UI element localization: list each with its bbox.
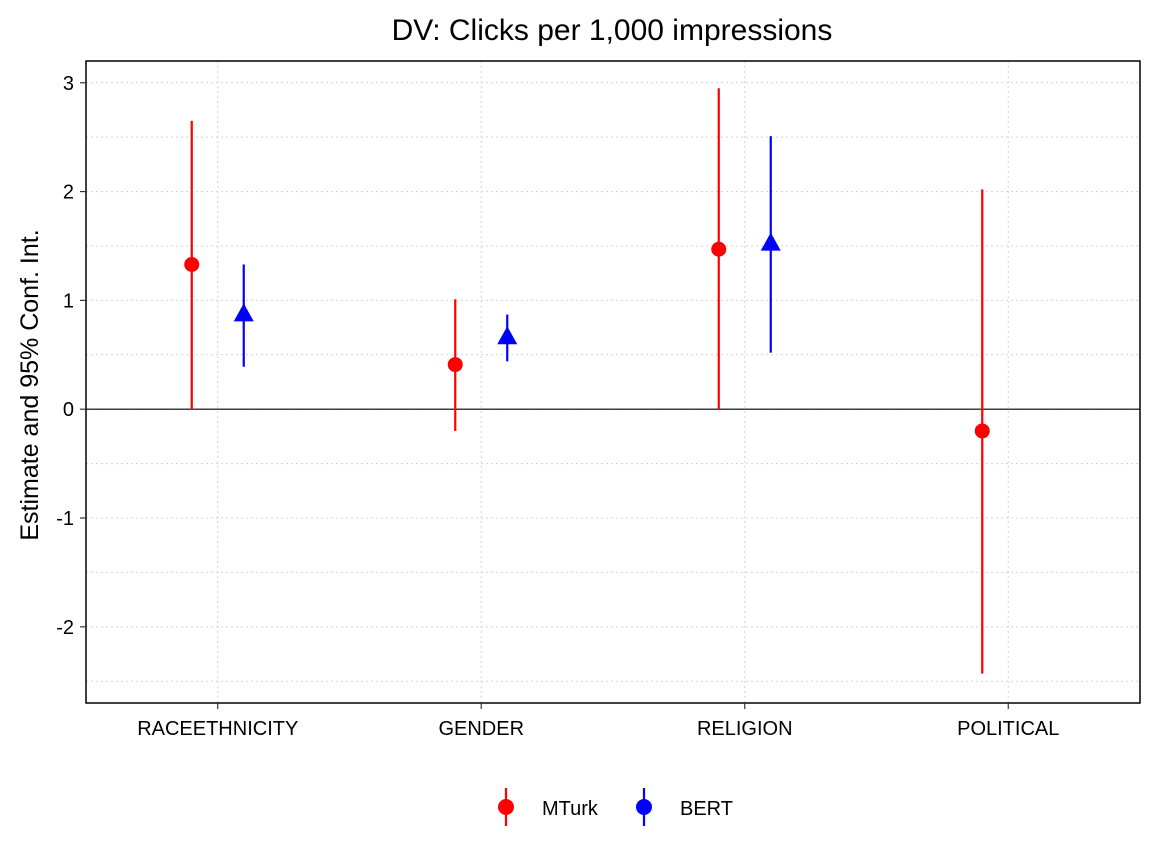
legend-label: BERT xyxy=(680,798,733,820)
estimate-marker xyxy=(233,303,254,322)
estimate-marker xyxy=(760,232,781,251)
estimate-marker xyxy=(497,326,518,345)
y-tick-label: 2 xyxy=(63,182,74,204)
y-tick-label: 0 xyxy=(63,399,74,421)
y-tick-label: -1 xyxy=(56,508,74,530)
x-tick-label: RACEETHNICITY xyxy=(137,718,298,740)
y-tick-label: -2 xyxy=(56,617,74,639)
grid-layer xyxy=(86,61,1140,703)
point-bert-raceethnicity xyxy=(233,264,254,367)
legend-label: MTurk xyxy=(542,798,599,820)
y-axis-label: Estimate and 95% Conf. Int. xyxy=(16,229,44,540)
legend: MTurk BERT xyxy=(498,788,733,826)
x-tick-label: GENDER xyxy=(438,718,524,740)
estimate-marker xyxy=(447,357,463,373)
y-tick-label: 1 xyxy=(63,290,74,312)
x-tick-label: RELIGION xyxy=(697,718,793,740)
legend-item-bert: BERT xyxy=(636,788,733,826)
point-bert-gender xyxy=(497,314,518,362)
point-mturk-raceethnicity xyxy=(184,120,200,410)
panel-border xyxy=(85,60,1141,704)
marks-layer xyxy=(184,88,990,674)
legend-key-marker xyxy=(498,799,514,815)
x-ticks: RACEETHNICITY GENDER RELIGION POLITICAL xyxy=(137,703,1059,740)
chart-title: DV: Clicks per 1,000 impressions xyxy=(392,14,833,47)
estimate-marker xyxy=(974,423,990,439)
legend-key-marker xyxy=(636,799,652,815)
legend-item-mturk: MTurk xyxy=(498,788,599,826)
point-mturk-religion xyxy=(711,88,727,410)
y-tick-label: 3 xyxy=(63,73,74,95)
point-bert-religion xyxy=(760,136,781,353)
y-ticks: 3 2 1 0 -1 -2 xyxy=(56,73,86,639)
estimate-marker xyxy=(711,241,727,257)
point-mturk-gender xyxy=(447,299,463,431)
point-mturk-political xyxy=(974,189,990,674)
x-tick-label: POLITICAL xyxy=(957,718,1059,740)
estimate-marker xyxy=(184,256,200,272)
